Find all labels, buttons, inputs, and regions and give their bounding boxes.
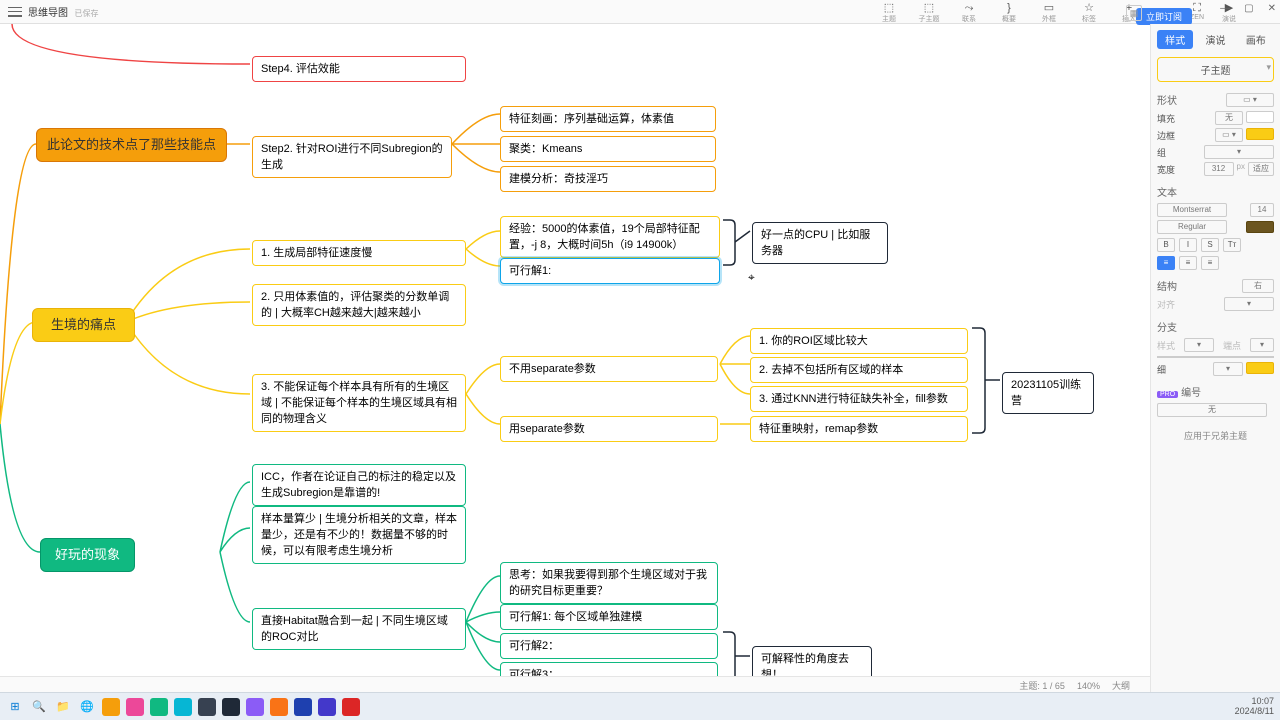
format-icon[interactable]: ▦ [1126, 5, 1142, 21]
tab-present[interactable]: 演说 [1197, 30, 1233, 49]
shape-select[interactable]: ▭ ▾ [1226, 93, 1274, 107]
node-kmeans[interactable]: 聚类：Kmeans [500, 136, 716, 162]
app7-icon[interactable] [246, 698, 264, 716]
node-nosep[interactable]: 不用separate参数 [500, 356, 718, 382]
app11-icon[interactable] [342, 698, 360, 716]
group-select[interactable]: ▾ [1204, 145, 1274, 159]
font-select[interactable]: Montserrat [1157, 203, 1227, 217]
app-title: 思维导图 已保存 [28, 3, 98, 21]
taskbar[interactable]: ⊞ 🔍 📁 🌐 10:072024/8/11 [0, 692, 1280, 720]
branch-color[interactable] [1246, 362, 1274, 374]
format-sidebar: 样式 演说 画布 子主题▾ 形状▭ ▾ 填充无 边框▭ ▾ 组▾ 宽度312px… [1150, 24, 1280, 694]
explorer-icon[interactable]: 📁 [54, 698, 72, 716]
node-tech-root[interactable]: 此论文的技术点了那些技能点 [36, 128, 227, 162]
status-topics: 主题: 1 / 65 [1019, 679, 1065, 692]
upgrade-button[interactable]: 立即订阅 [1136, 8, 1192, 25]
app1-icon[interactable] [102, 698, 120, 716]
node-step4[interactable]: Step4. 评估效能 [252, 56, 466, 82]
node-p2[interactable]: 2. 只用体素值的，评估聚类的分数单调的 | 大概率CH越来越大|越来越小 [252, 284, 466, 326]
align-c[interactable]: ≡ [1179, 256, 1197, 270]
node-pain-root[interactable]: 生境的痛点 [32, 308, 135, 342]
menu-icon[interactable] [8, 7, 22, 17]
text-color[interactable] [1246, 221, 1274, 233]
tab-canvas[interactable]: 画布 [1238, 30, 1274, 49]
apply-siblings[interactable]: 应用于兄弟主题 [1157, 425, 1274, 446]
node-remap[interactable]: 特征重映射，remap参数 [750, 416, 968, 442]
node-roi2[interactable]: 2. 去掉不包括所有区域的样本 [750, 357, 968, 383]
node-sample[interactable]: 样本量算少 | 生境分析相关的文章，样本量少，还是有不少的！数据量不够的时候，可… [252, 506, 466, 564]
node-model[interactable]: 建模分析：奇技淫巧 [500, 166, 716, 192]
node-p1[interactable]: 1. 生成局部特征速度慢 [252, 240, 466, 266]
strike-btn[interactable]: S [1201, 238, 1219, 252]
node-roi3[interactable]: 3. 通过KNN进行特征缺失补全，fill参数 [750, 386, 968, 412]
search-icon[interactable]: 🔍 [30, 698, 48, 716]
app2-icon[interactable] [126, 698, 144, 716]
case-btn[interactable]: Tт [1223, 238, 1241, 252]
node-s1[interactable]: 可行解1: 每个区域单独建模 [500, 604, 718, 630]
node-roi1[interactable]: 1. 你的ROI区域比较大 [750, 328, 968, 354]
app3-icon[interactable] [150, 698, 168, 716]
tb-frame[interactable]: ▭外框 [1038, 2, 1060, 24]
start-icon[interactable]: ⊞ [6, 698, 24, 716]
align-l[interactable]: ≡ [1157, 256, 1175, 270]
tb-tag[interactable]: ☆标签 [1078, 2, 1100, 24]
node-think[interactable]: 思考：如果我要得到那个生境区域对于我的研究目标更重要？ [500, 562, 718, 604]
win-min[interactable]: — [1220, 3, 1230, 14]
win-max[interactable]: ▢ [1244, 3, 1253, 14]
app10-icon[interactable] [318, 698, 336, 716]
win-close[interactable]: ✕ [1268, 3, 1276, 14]
node-icc[interactable]: ICC，作者在论证自己的标注的稳定以及生成Subregion是靠谱的! [252, 464, 466, 506]
border-color[interactable] [1246, 128, 1274, 140]
tab-style[interactable]: 样式 [1157, 30, 1193, 49]
mouse-cursor: ⌖ [748, 270, 755, 285]
node-p3[interactable]: 3. 不能保证每个样本具有所有的生境区域 | 不能保证每个样本的生境区域具有相同… [252, 374, 466, 432]
tb-subtopic[interactable]: ⬚子主题 [918, 2, 940, 24]
node-usesep[interactable]: 用separate参数 [500, 416, 718, 442]
app6-icon[interactable] [222, 698, 240, 716]
node-cpu[interactable]: 好一点的CPU | 比如服务器 [752, 222, 888, 264]
app8-icon[interactable] [270, 698, 288, 716]
topic-preview[interactable]: 子主题▾ [1157, 57, 1274, 82]
node-camp[interactable]: 20231105训练营 [1002, 372, 1094, 414]
status-zoom[interactable]: 140% [1077, 681, 1100, 691]
bold-btn[interactable]: B [1157, 238, 1175, 252]
weight-select[interactable]: Regular [1157, 220, 1227, 234]
mindmap-canvas[interactable]: Step4. 评估效能 此论文的技术点了那些技能点 Step2. 针对ROI进行… [0, 24, 1150, 694]
node-step2[interactable]: Step2. 针对ROI进行不同Subregion的生成 [252, 136, 452, 178]
node-fun-root[interactable]: 好玩的现象 [40, 538, 135, 572]
app5-icon[interactable] [198, 698, 216, 716]
fill-color[interactable] [1246, 111, 1274, 123]
tb-topic[interactable]: ⬚主题 [878, 2, 900, 24]
node-kx1-selected[interactable]: 可行解1: [500, 258, 720, 284]
align-r[interactable]: ≡ [1201, 256, 1219, 270]
node-exp[interactable]: 经验：5000的体素值，19个局部特征配置，-j 8，大概时间5h（i9 149… [500, 216, 720, 258]
node-s2[interactable]: 可行解2： [500, 633, 718, 659]
app9-icon[interactable] [294, 698, 312, 716]
tb-summary[interactable]: }概要 [998, 2, 1020, 24]
edge-icon[interactable]: 🌐 [78, 698, 96, 716]
node-feat[interactable]: 特征刻画：序列基础运算，体素值 [500, 106, 716, 132]
status-mode[interactable]: 大纲 [1112, 679, 1130, 692]
tb-relation[interactable]: ⤳联系 [958, 2, 980, 24]
system-tray[interactable]: 10:072024/8/11 [1235, 696, 1274, 716]
italic-btn[interactable]: I [1179, 238, 1197, 252]
node-roc[interactable]: 直接Habitat融合到一起 | 不同生境区域的ROC对比 [252, 608, 466, 650]
app4-icon[interactable] [174, 698, 192, 716]
